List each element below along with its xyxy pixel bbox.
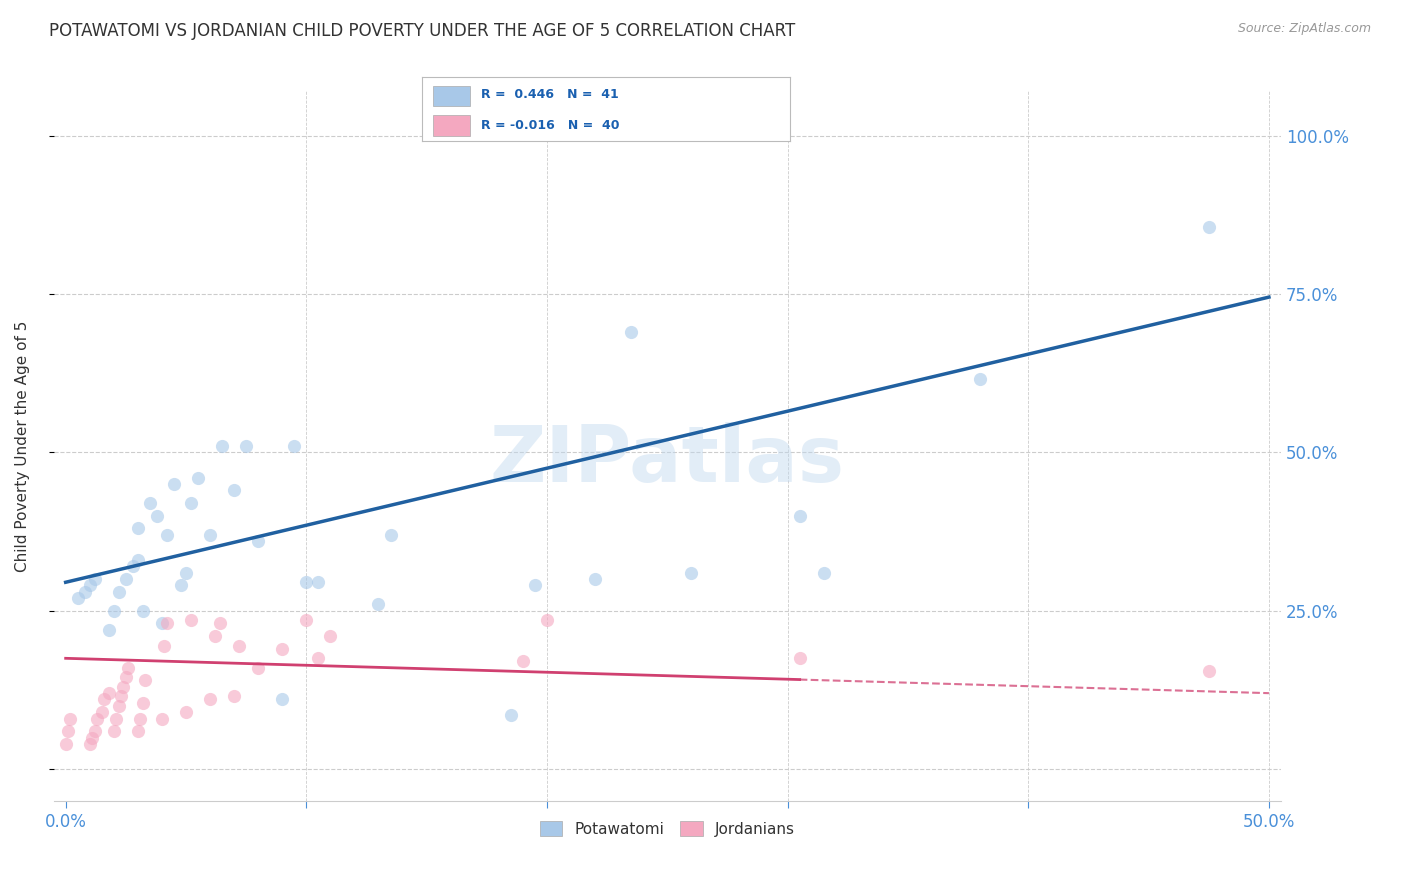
Point bbox=[620, 325, 643, 339]
Point bbox=[583, 572, 606, 586]
Point bbox=[86, 711, 108, 725]
Point bbox=[97, 623, 120, 637]
Point bbox=[112, 680, 135, 694]
Point bbox=[83, 572, 105, 586]
Point bbox=[271, 692, 294, 706]
Point bbox=[789, 651, 811, 665]
Point bbox=[131, 696, 153, 710]
Point bbox=[59, 711, 82, 725]
Text: POTAWATOMI VS JORDANIAN CHILD POVERTY UNDER THE AGE OF 5 CORRELATION CHART: POTAWATOMI VS JORDANIAN CHILD POVERTY UN… bbox=[49, 22, 796, 40]
Point bbox=[122, 559, 145, 574]
Point bbox=[208, 616, 231, 631]
Point bbox=[319, 629, 342, 643]
Text: Source: ZipAtlas.com: Source: ZipAtlas.com bbox=[1237, 22, 1371, 36]
Point bbox=[156, 616, 179, 631]
Point bbox=[247, 534, 270, 549]
Point bbox=[129, 711, 152, 725]
Point bbox=[103, 724, 125, 739]
Point bbox=[93, 692, 115, 706]
Text: ZIPatlas: ZIPatlas bbox=[489, 422, 845, 499]
Point bbox=[163, 477, 186, 491]
Point bbox=[127, 521, 149, 535]
Point bbox=[139, 496, 162, 510]
Y-axis label: Child Poverty Under the Age of 5: Child Poverty Under the Age of 5 bbox=[15, 320, 30, 572]
Point bbox=[180, 496, 202, 510]
Point bbox=[174, 705, 197, 719]
Point bbox=[235, 439, 257, 453]
Point bbox=[131, 604, 153, 618]
Point bbox=[110, 690, 132, 704]
Point bbox=[103, 604, 125, 618]
Point bbox=[134, 673, 156, 688]
Point bbox=[295, 613, 318, 627]
Point bbox=[295, 575, 318, 590]
Point bbox=[170, 578, 193, 592]
Point bbox=[681, 566, 703, 580]
Point bbox=[1198, 664, 1220, 678]
Point bbox=[1198, 220, 1220, 235]
Point bbox=[224, 483, 246, 498]
Point bbox=[79, 737, 101, 751]
Point bbox=[180, 613, 202, 627]
Point bbox=[107, 584, 129, 599]
Point bbox=[73, 584, 96, 599]
Point bbox=[536, 613, 558, 627]
Point bbox=[79, 578, 101, 592]
Point bbox=[198, 527, 221, 541]
Point bbox=[174, 566, 197, 580]
Point bbox=[969, 372, 991, 386]
Point bbox=[380, 527, 402, 541]
Point bbox=[512, 655, 534, 669]
Point bbox=[307, 575, 329, 590]
Point bbox=[107, 698, 129, 713]
Point bbox=[56, 724, 79, 739]
Point bbox=[146, 508, 169, 523]
Point bbox=[198, 692, 221, 706]
Point bbox=[114, 572, 136, 586]
Point bbox=[271, 641, 294, 656]
Legend: Potawatomi, Jordanians: Potawatomi, Jordanians bbox=[533, 814, 801, 843]
Point bbox=[247, 661, 270, 675]
Point bbox=[105, 711, 128, 725]
Point bbox=[211, 439, 233, 453]
Point bbox=[204, 629, 226, 643]
Point bbox=[228, 639, 250, 653]
Point bbox=[153, 639, 176, 653]
Point bbox=[499, 708, 522, 723]
Point bbox=[55, 737, 77, 751]
Point bbox=[283, 439, 305, 453]
Point bbox=[307, 651, 329, 665]
Point bbox=[224, 690, 246, 704]
Point bbox=[367, 598, 389, 612]
Point bbox=[523, 578, 546, 592]
Point bbox=[127, 724, 149, 739]
Point bbox=[813, 566, 835, 580]
Point bbox=[97, 686, 120, 700]
Point bbox=[127, 553, 149, 567]
Point bbox=[114, 670, 136, 684]
Point bbox=[789, 508, 811, 523]
Point bbox=[150, 616, 173, 631]
Point bbox=[156, 527, 179, 541]
Point bbox=[117, 661, 139, 675]
Point bbox=[150, 711, 173, 725]
Point bbox=[66, 591, 89, 606]
Point bbox=[82, 731, 104, 745]
Point bbox=[90, 705, 112, 719]
Point bbox=[83, 724, 105, 739]
Point bbox=[187, 471, 209, 485]
